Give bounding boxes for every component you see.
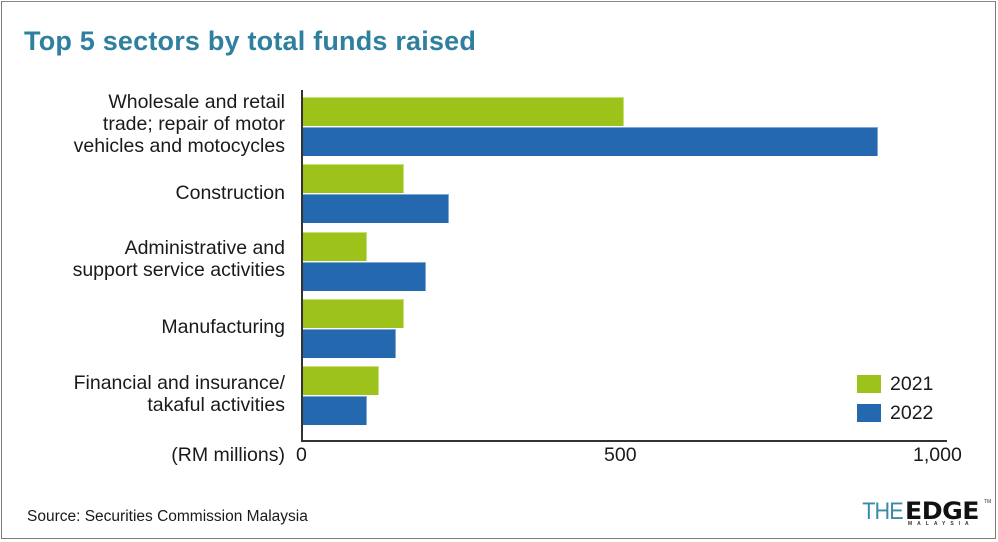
bar-2021-3 <box>303 299 404 328</box>
legend-label-2021: 2021 <box>890 373 934 395</box>
category-label-financial: Financial and insurance/ takaful activit… <box>74 372 285 416</box>
bar-2021-1 <box>303 164 404 193</box>
bar-2021-4 <box>303 366 379 395</box>
label-line: Wholesale and retail <box>108 91 285 113</box>
x-tick-500: 500 <box>604 444 637 466</box>
category-label-wholesale: Wholesale and retail trade; repair of mo… <box>74 91 285 157</box>
label-line: takaful activities <box>147 394 285 416</box>
label-line: Construction <box>175 182 285 204</box>
logo-edge: EDGE <box>905 497 979 525</box>
category-label-construction: Construction <box>176 182 285 204</box>
x-axis-unit-label: (RM millions) <box>171 444 285 466</box>
x-tick-0: 0 <box>296 444 307 466</box>
bar-2022-4 <box>303 395 367 425</box>
legend-swatch-2022 <box>857 404 881 422</box>
y-axis-line <box>301 90 303 442</box>
chart-title: Top 5 sectors by total funds raised <box>24 26 477 56</box>
category-label-manufacturing: Manufacturing <box>161 316 285 338</box>
legend-label-2022: 2022 <box>890 402 934 424</box>
label-line: Administrative and <box>124 237 285 259</box>
bar-2021-2 <box>303 232 367 261</box>
bar-2022-1 <box>303 193 449 223</box>
source-note: Source: Securities Commission Malaysia <box>27 508 308 525</box>
category-label-administrative: Administrative and support service activ… <box>73 237 285 281</box>
x-axis-line <box>301 440 947 442</box>
label-line: support service activities <box>72 259 285 281</box>
x-tick-1000: 1,000 <box>913 444 962 466</box>
logo-tm: TM <box>984 499 992 505</box>
logo-malaysia: MALAYSIA <box>908 521 974 527</box>
bar-2022-3 <box>303 328 396 358</box>
label-line: vehicles and motocycles <box>73 135 285 157</box>
bar-2022-0 <box>303 126 878 156</box>
the-edge-logo: THEEDGE TM MALAYSIA <box>860 497 991 527</box>
label-line: Manufacturing <box>161 316 285 338</box>
label-line: trade; repair of motor <box>102 113 285 135</box>
logo-the: THE <box>862 498 903 525</box>
bar-2021-0 <box>303 97 624 126</box>
bar-2022-2 <box>303 261 426 291</box>
label-line: Financial and insurance/ <box>73 372 285 394</box>
legend-swatch-2021 <box>857 375 881 393</box>
